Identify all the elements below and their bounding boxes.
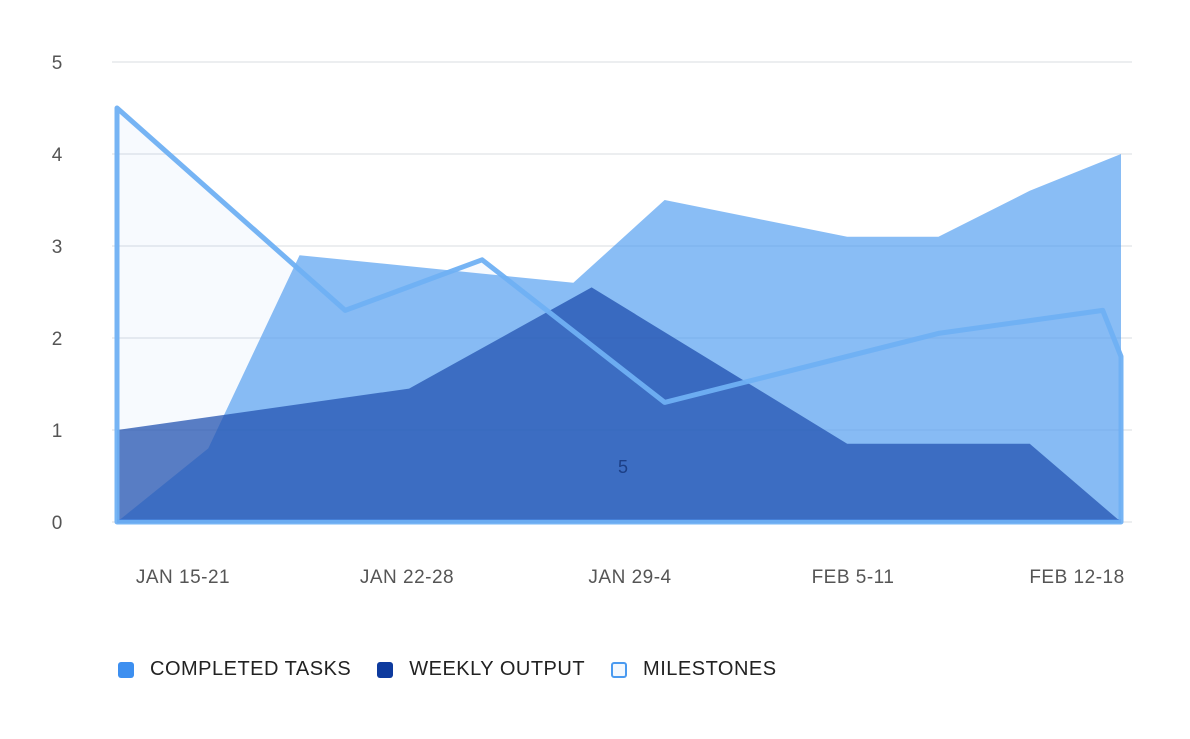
legend: COMPLETED TASKS WEEKLY OUTPUT MILESTONES [118, 658, 803, 681]
legend-swatch-completed-tasks [118, 661, 134, 678]
legend-item-completed-tasks[interactable]: COMPLETED TASKS [118, 658, 351, 681]
series-milestones-area [117, 108, 1121, 522]
x-tick-label: JAN 15-21 [136, 567, 230, 588]
y-tick-label: 1 [52, 421, 63, 442]
legend-item-milestones[interactable]: MILESTONES [611, 658, 777, 681]
y-tick-label: 0 [52, 513, 63, 534]
legend-label-completed-tasks: COMPLETED TASKS [150, 658, 352, 680]
x-tick-label: FEB 12-18 [1029, 567, 1124, 588]
legend-swatch-weekly-output [377, 661, 394, 678]
x-axis-labels: JAN 15-21 JAN 22-28 JAN 29-4 FEB 5-11 FEB 12… [136, 567, 1124, 588]
y-tick-label: 4 [52, 145, 63, 166]
y-tick-label: 2 [52, 329, 63, 350]
x-tick-label: JAN 22-28 [360, 567, 454, 588]
x-tick-label: JAN 29-4 [588, 567, 671, 588]
x-tick-label: FEB 5-11 [812, 567, 895, 588]
series-areas [114, 105, 1124, 525]
legend-label-weekly-output: WEEKLY OUTPUT [409, 658, 586, 680]
legend-label-milestones: MILESTONES [643, 658, 777, 680]
legend-swatch-milestones [611, 661, 628, 678]
y-tick-label: 3 [52, 237, 63, 258]
y-tick-label: 5 [52, 53, 63, 74]
y-axis-labels: 0 1 2 3 4 5 [52, 53, 63, 534]
legend-item-weekly-output[interactable]: WEEKLY OUTPUT [377, 658, 585, 681]
series-milestones [114, 105, 1124, 525]
center-annotation: 5 [618, 457, 628, 477]
series-milestones-outline [114, 105, 1124, 525]
series-weekly-output-area [117, 287, 1121, 522]
